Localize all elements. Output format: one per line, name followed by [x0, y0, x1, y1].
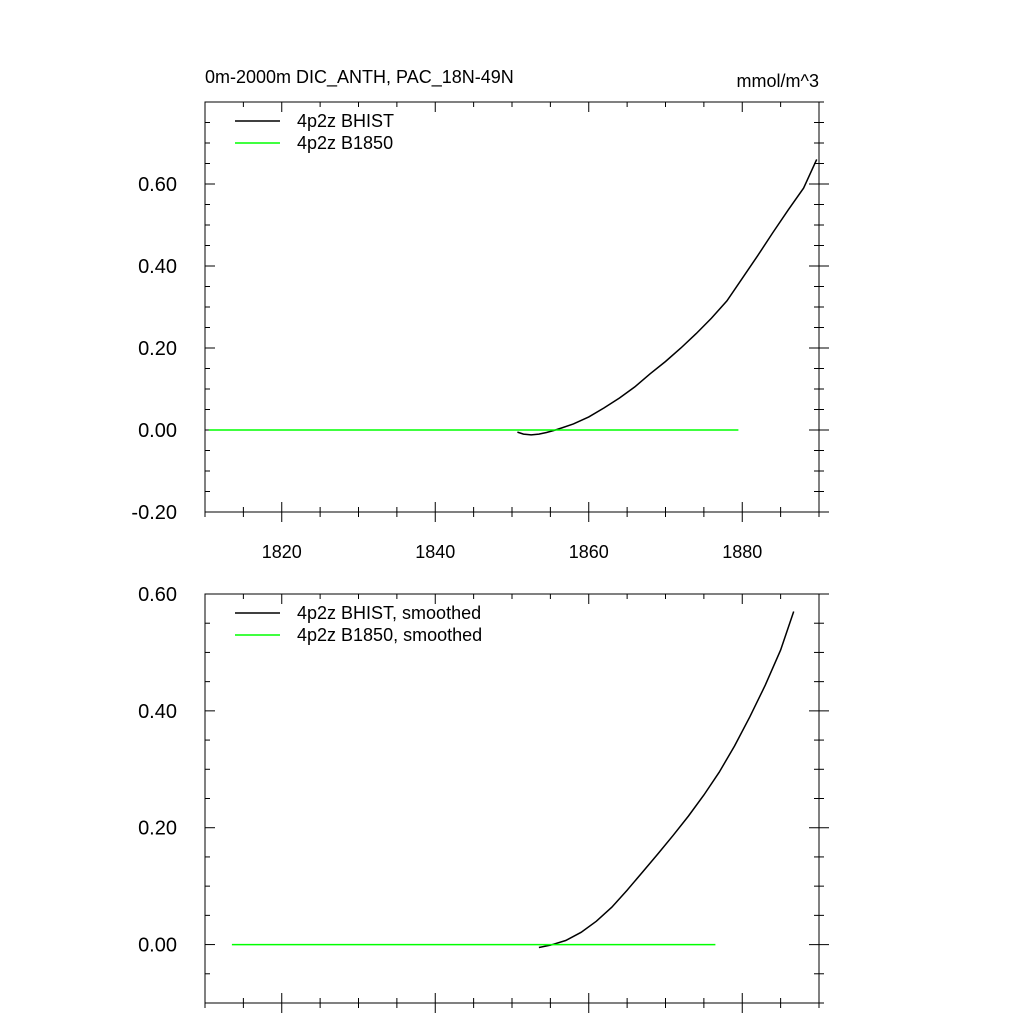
top-x-tick-label: 1840 — [415, 542, 455, 562]
bottom-plot-frame — [204, 593, 820, 1004]
top-x-tick-label: 1880 — [722, 542, 762, 562]
bottom-legend-label: 4p2z B1850, smoothed — [297, 625, 482, 645]
bottom-legend-label: 4p2z BHIST, smoothed — [297, 603, 481, 623]
top-y-tick-label: 0.00 — [138, 420, 177, 442]
bottom-chart-axes: 0.00 0.20 0.40 0.60 — [138, 584, 829, 1013]
top-chart-series — [208, 159, 818, 436]
bottom-y-tick-label: 0.20 — [138, 818, 177, 840]
top-legend-label: 4p2z BHIST — [297, 111, 394, 131]
top-chart-panel: 0m-2000m DIC_ANTH, PAC_18N-49N mmol/m^3 … — [131, 67, 829, 562]
top-y-tick-label: 0.40 — [138, 256, 177, 278]
bottom-chart-series — [231, 611, 795, 949]
top-chart-title: 0m-2000m DIC_ANTH, PAC_18N-49N — [205, 67, 514, 88]
top-y-tick-label: -0.20 — [131, 502, 177, 524]
bottom-y-tick-label: 0.60 — [138, 584, 177, 606]
top-y-tick-label: 0.20 — [138, 338, 177, 360]
bottom-series-line-bhist — [538, 611, 795, 949]
bottom-chart-panel: 0.00 0.20 0.40 0.60 4p2z BHIST, smoothed4p2… — [138, 584, 829, 1013]
top-chart-axes: 1820 1840 1860 1880 -0.20 0.00 0.20 0.40 0.60 — [131, 101, 829, 562]
top-legend-label: 4p2z B1850 — [297, 133, 393, 153]
bottom-y-tick-label: 0.40 — [138, 701, 177, 723]
top-y-tick-label: 0.60 — [138, 174, 177, 196]
top-x-tick-label: 1860 — [569, 542, 609, 562]
top-series-line-bhist — [517, 159, 818, 436]
top-chart-units: mmol/m^3 — [737, 71, 819, 91]
top-x-tick-label: 1820 — [262, 542, 302, 562]
top-plot-frame — [204, 101, 820, 513]
bottom-y-tick-label: 0.00 — [138, 935, 177, 957]
